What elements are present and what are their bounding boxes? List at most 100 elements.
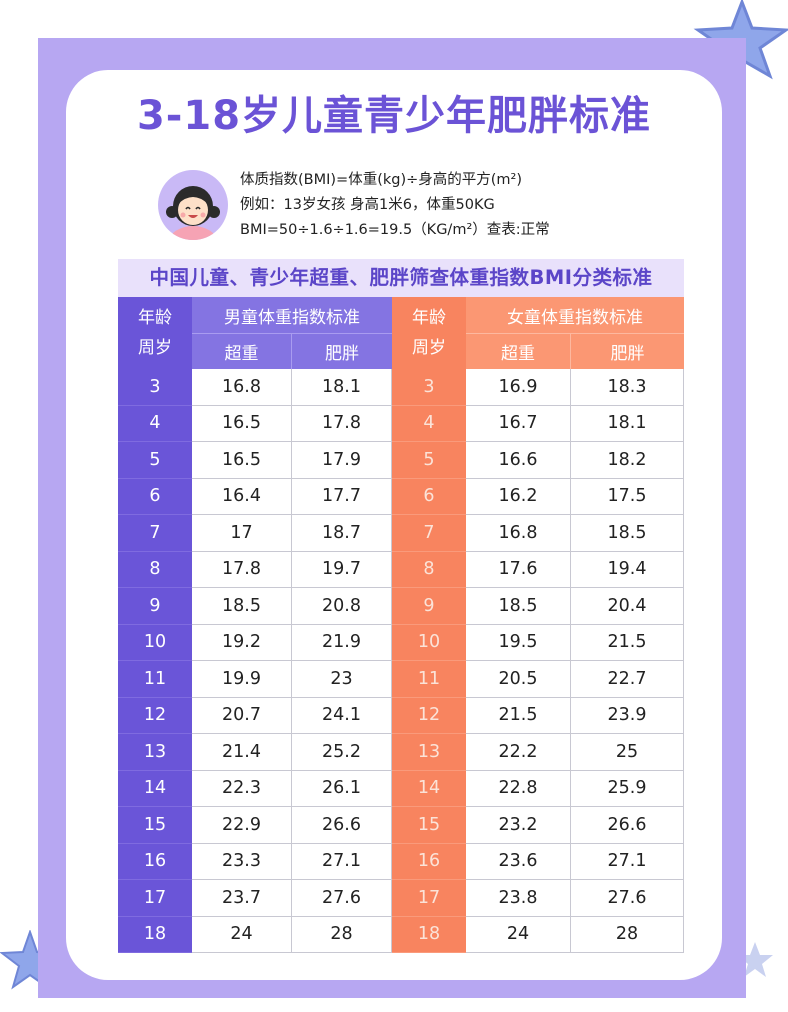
boy-obese-cell: 17.9 bbox=[292, 442, 392, 479]
girl-overweight-cell: 23.8 bbox=[466, 880, 571, 917]
girl-obese-cell: 28 bbox=[571, 916, 684, 953]
girl-obese-cell: 17.5 bbox=[571, 478, 684, 515]
girl-overweight-cell: 16.8 bbox=[466, 515, 571, 552]
girl-age-cell: 7 bbox=[392, 515, 466, 552]
girl-overweight-cell: 23.2 bbox=[466, 807, 571, 844]
boy-age-cell: 17 bbox=[118, 880, 192, 917]
girl-overweight-cell: 22.2 bbox=[466, 734, 571, 771]
age-header-girls: 年龄 周岁 bbox=[392, 297, 466, 369]
girl-age-cell: 8 bbox=[392, 551, 466, 588]
example-line: 例如：13岁女孩 身高1米6，体重50KG bbox=[240, 197, 495, 213]
girl-overweight-cell: 23.6 bbox=[466, 843, 571, 880]
boy-age-cell: 9 bbox=[118, 588, 192, 625]
boy-age-cell: 14 bbox=[118, 770, 192, 807]
boy-overweight-cell: 19.2 bbox=[192, 624, 292, 661]
girl-obese-cell: 19.4 bbox=[571, 551, 684, 588]
age-header-line2: 周岁 bbox=[138, 338, 172, 358]
girl-overweight-cell: 16.6 bbox=[466, 442, 571, 479]
girl-overweight-cell: 20.5 bbox=[466, 661, 571, 698]
boy-overweight-cell: 16.5 bbox=[192, 405, 292, 442]
boy-age-cell: 4 bbox=[118, 405, 192, 442]
girl-overweight-cell: 16.9 bbox=[466, 369, 571, 406]
boy-age-cell: 13 bbox=[118, 734, 192, 771]
girl-obese-cell: 23.9 bbox=[571, 697, 684, 734]
boys-header: 男童体重指数标准 bbox=[192, 297, 392, 333]
boy-obese-cell: 28 bbox=[292, 916, 392, 953]
calculation-line: BMI=50÷1.6÷1.6=19.5（KG/m²）查表:正常 bbox=[240, 222, 550, 238]
boy-overweight-cell: 16.8 bbox=[192, 369, 292, 406]
boy-overweight-cell: 17 bbox=[192, 515, 292, 552]
age-header-line1: 年龄 bbox=[138, 308, 172, 328]
boy-age-cell: 10 bbox=[118, 624, 192, 661]
boy-obese-cell: 27.1 bbox=[292, 843, 392, 880]
bmi-table: 年龄 周岁 男童体重指数标准 超重 肥胖 年龄 周岁 女童体重指数标准 超重 肥… bbox=[118, 297, 684, 967]
girl-age-cell: 14 bbox=[392, 770, 466, 807]
girl-age-cell: 15 bbox=[392, 807, 466, 844]
girl-overweight-cell: 21.5 bbox=[466, 697, 571, 734]
girls-overweight-header: 超重 bbox=[466, 333, 571, 369]
boy-overweight-cell: 20.7 bbox=[192, 697, 292, 734]
boy-age-cell: 12 bbox=[118, 697, 192, 734]
boy-obese-cell: 18.1 bbox=[292, 369, 392, 406]
girls-header: 女童体重指数标准 bbox=[466, 297, 684, 333]
girls-obese-header: 肥胖 bbox=[571, 333, 684, 369]
boy-age-cell: 8 bbox=[118, 551, 192, 588]
girl-obese-cell: 18.3 bbox=[571, 369, 684, 406]
boy-age-cell: 3 bbox=[118, 369, 192, 406]
girl-age-cell: 12 bbox=[392, 697, 466, 734]
bmi-formula: 体质指数(BMI)=体重(kg)÷身高的平方(m²) 例如：13岁女孩 身高1米… bbox=[240, 168, 710, 243]
girl-avatar-icon bbox=[158, 170, 228, 240]
girl-age-cell: 11 bbox=[392, 661, 466, 698]
girl-obese-cell: 20.4 bbox=[571, 588, 684, 625]
girl-age-cell: 4 bbox=[392, 405, 466, 442]
girl-obese-cell: 26.6 bbox=[571, 807, 684, 844]
boy-obese-cell: 23 bbox=[292, 661, 392, 698]
boy-age-cell: 7 bbox=[118, 515, 192, 552]
boy-overweight-cell: 16.5 bbox=[192, 442, 292, 479]
girl-obese-cell: 22.7 bbox=[571, 661, 684, 698]
girl-overweight-cell: 22.8 bbox=[466, 770, 571, 807]
boy-obese-cell: 25.2 bbox=[292, 734, 392, 771]
girl-overweight-cell: 16.2 bbox=[466, 478, 571, 515]
girl-obese-cell: 18.1 bbox=[571, 405, 684, 442]
girl-obese-cell: 25 bbox=[571, 734, 684, 771]
age-header-line2: 周岁 bbox=[412, 338, 446, 358]
girl-obese-cell: 27.6 bbox=[571, 880, 684, 917]
formula-line: 体质指数(BMI)=体重(kg)÷身高的平方(m²) bbox=[240, 172, 523, 188]
page-title: 3-18岁儿童青少年肥胖标准 bbox=[136, 93, 652, 139]
girl-obese-cell: 18.5 bbox=[571, 515, 684, 552]
boy-overweight-cell: 21.4 bbox=[192, 734, 292, 771]
girl-age-cell: 6 bbox=[392, 478, 466, 515]
girl-age-cell: 16 bbox=[392, 843, 466, 880]
girl-overweight-cell: 16.7 bbox=[466, 405, 571, 442]
boy-obese-cell: 20.8 bbox=[292, 588, 392, 625]
girl-overweight-cell: 18.5 bbox=[466, 588, 571, 625]
age-header-boys: 年龄 周岁 bbox=[118, 297, 192, 369]
boy-obese-cell: 27.6 bbox=[292, 880, 392, 917]
boy-obese-cell: 21.9 bbox=[292, 624, 392, 661]
boy-obese-cell: 18.7 bbox=[292, 515, 392, 552]
boy-obese-cell: 19.7 bbox=[292, 551, 392, 588]
boy-age-cell: 11 bbox=[118, 661, 192, 698]
age-header-line1: 年龄 bbox=[412, 308, 446, 328]
boy-overweight-cell: 18.5 bbox=[192, 588, 292, 625]
girl-obese-cell: 27.1 bbox=[571, 843, 684, 880]
girl-age-cell: 9 bbox=[392, 588, 466, 625]
star-icon bbox=[737, 942, 773, 977]
boy-age-cell: 5 bbox=[118, 442, 192, 479]
girl-overweight-cell: 19.5 bbox=[466, 624, 571, 661]
boy-overweight-cell: 22.3 bbox=[192, 770, 292, 807]
boy-age-cell: 15 bbox=[118, 807, 192, 844]
boy-age-cell: 16 bbox=[118, 843, 192, 880]
boy-overweight-cell: 23.7 bbox=[192, 880, 292, 917]
table-subtitle: 中国儿童、青少年超重、肥胖筛查体重指数BMI分类标准 bbox=[118, 259, 684, 297]
boy-age-cell: 6 bbox=[118, 478, 192, 515]
boy-age-cell: 18 bbox=[118, 916, 192, 953]
boy-overweight-cell: 24 bbox=[192, 916, 292, 953]
girl-age-cell: 17 bbox=[392, 880, 466, 917]
boy-overweight-cell: 16.4 bbox=[192, 478, 292, 515]
boy-obese-cell: 26.6 bbox=[292, 807, 392, 844]
boy-overweight-cell: 23.3 bbox=[192, 843, 292, 880]
girl-obese-cell: 25.9 bbox=[571, 770, 684, 807]
boy-obese-cell: 17.7 bbox=[292, 478, 392, 515]
